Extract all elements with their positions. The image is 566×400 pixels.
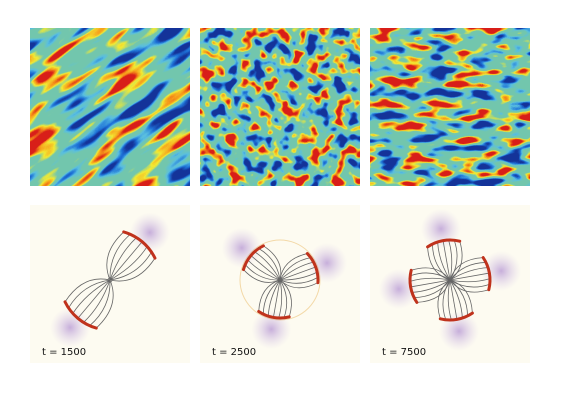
front-arc — [481, 256, 492, 292]
stream-line — [279, 266, 316, 281]
center — [107, 277, 113, 283]
stream-line — [262, 279, 281, 315]
stream-line — [83, 279, 111, 323]
center — [447, 277, 453, 283]
stream-line — [273, 279, 281, 318]
center — [277, 277, 283, 283]
stream-line — [409, 277, 451, 282]
stream-line — [447, 279, 452, 321]
stream-line — [278, 279, 283, 319]
stream-line — [449, 240, 458, 281]
stream-line — [243, 269, 281, 283]
front-arc — [257, 309, 291, 320]
front-arc — [241, 244, 265, 272]
blob — [251, 309, 292, 350]
stream-line — [109, 251, 152, 281]
blob — [221, 227, 262, 268]
stream-line — [109, 257, 156, 282]
stream-line — [442, 240, 451, 281]
field-panel — [30, 28, 190, 186]
stream-line — [72, 279, 111, 314]
stream-line — [449, 267, 489, 281]
stream-line — [267, 279, 281, 317]
front-arc — [63, 300, 98, 330]
stream-line — [254, 251, 281, 281]
stream-line — [410, 279, 451, 288]
stream-line — [68, 279, 111, 309]
stream-line — [449, 262, 486, 281]
stream-line — [448, 239, 453, 281]
flower-panel: t = 1500 — [30, 205, 190, 363]
stream-line — [279, 279, 288, 318]
stream-line — [449, 279, 473, 314]
flower-panel: t = 2500 — [200, 205, 360, 363]
stream-line — [449, 279, 463, 319]
stream-line — [427, 246, 451, 281]
stream-line — [250, 255, 281, 281]
field-panel — [200, 28, 360, 186]
front-arc — [408, 268, 419, 304]
stream-line — [279, 257, 311, 281]
stream-line — [279, 277, 319, 284]
stream-line — [244, 264, 281, 281]
stream-line — [109, 241, 143, 281]
front-arc — [426, 238, 462, 249]
stream-line — [449, 279, 468, 316]
stream-line — [449, 279, 490, 288]
stream-line — [258, 248, 281, 281]
blob — [50, 307, 91, 348]
stream-line — [89, 279, 111, 326]
stream-line — [432, 244, 451, 281]
stream-line — [64, 278, 111, 303]
stream-line — [414, 279, 451, 298]
time-label: t = 7500 — [382, 347, 426, 358]
stream-line — [411, 279, 451, 293]
stream-line — [410, 272, 451, 281]
stream-line — [279, 261, 314, 281]
stream-line — [279, 271, 318, 281]
stream-line — [247, 259, 281, 281]
stream-line — [437, 279, 451, 319]
stream-line — [411, 267, 451, 281]
stream-line — [109, 237, 137, 281]
field — [200, 28, 360, 186]
stream-line — [449, 272, 490, 281]
stream-line — [263, 245, 282, 281]
time-label: t = 2500 — [212, 347, 256, 358]
stream-line — [437, 241, 451, 281]
field-panel — [370, 28, 530, 186]
stream-line — [449, 279, 489, 293]
stream-line — [279, 279, 292, 317]
flower-panel: t = 7500 — [370, 205, 530, 363]
front-arc — [438, 311, 474, 322]
stream-line — [449, 279, 458, 320]
stream-line — [416, 279, 451, 303]
stream-line — [77, 279, 111, 319]
field — [370, 28, 530, 186]
front-arc — [122, 230, 157, 260]
front-arc — [305, 252, 320, 285]
field — [30, 28, 190, 186]
stream-line — [109, 246, 148, 281]
stream-line — [106, 231, 125, 281]
time-label: t = 1500 — [42, 347, 86, 358]
stream-line — [442, 279, 451, 320]
stream-line — [449, 278, 491, 283]
stream-line — [449, 257, 484, 281]
stream-line — [449, 241, 463, 281]
stream-line — [109, 234, 131, 281]
stream-line — [95, 279, 114, 329]
blob — [129, 212, 170, 253]
